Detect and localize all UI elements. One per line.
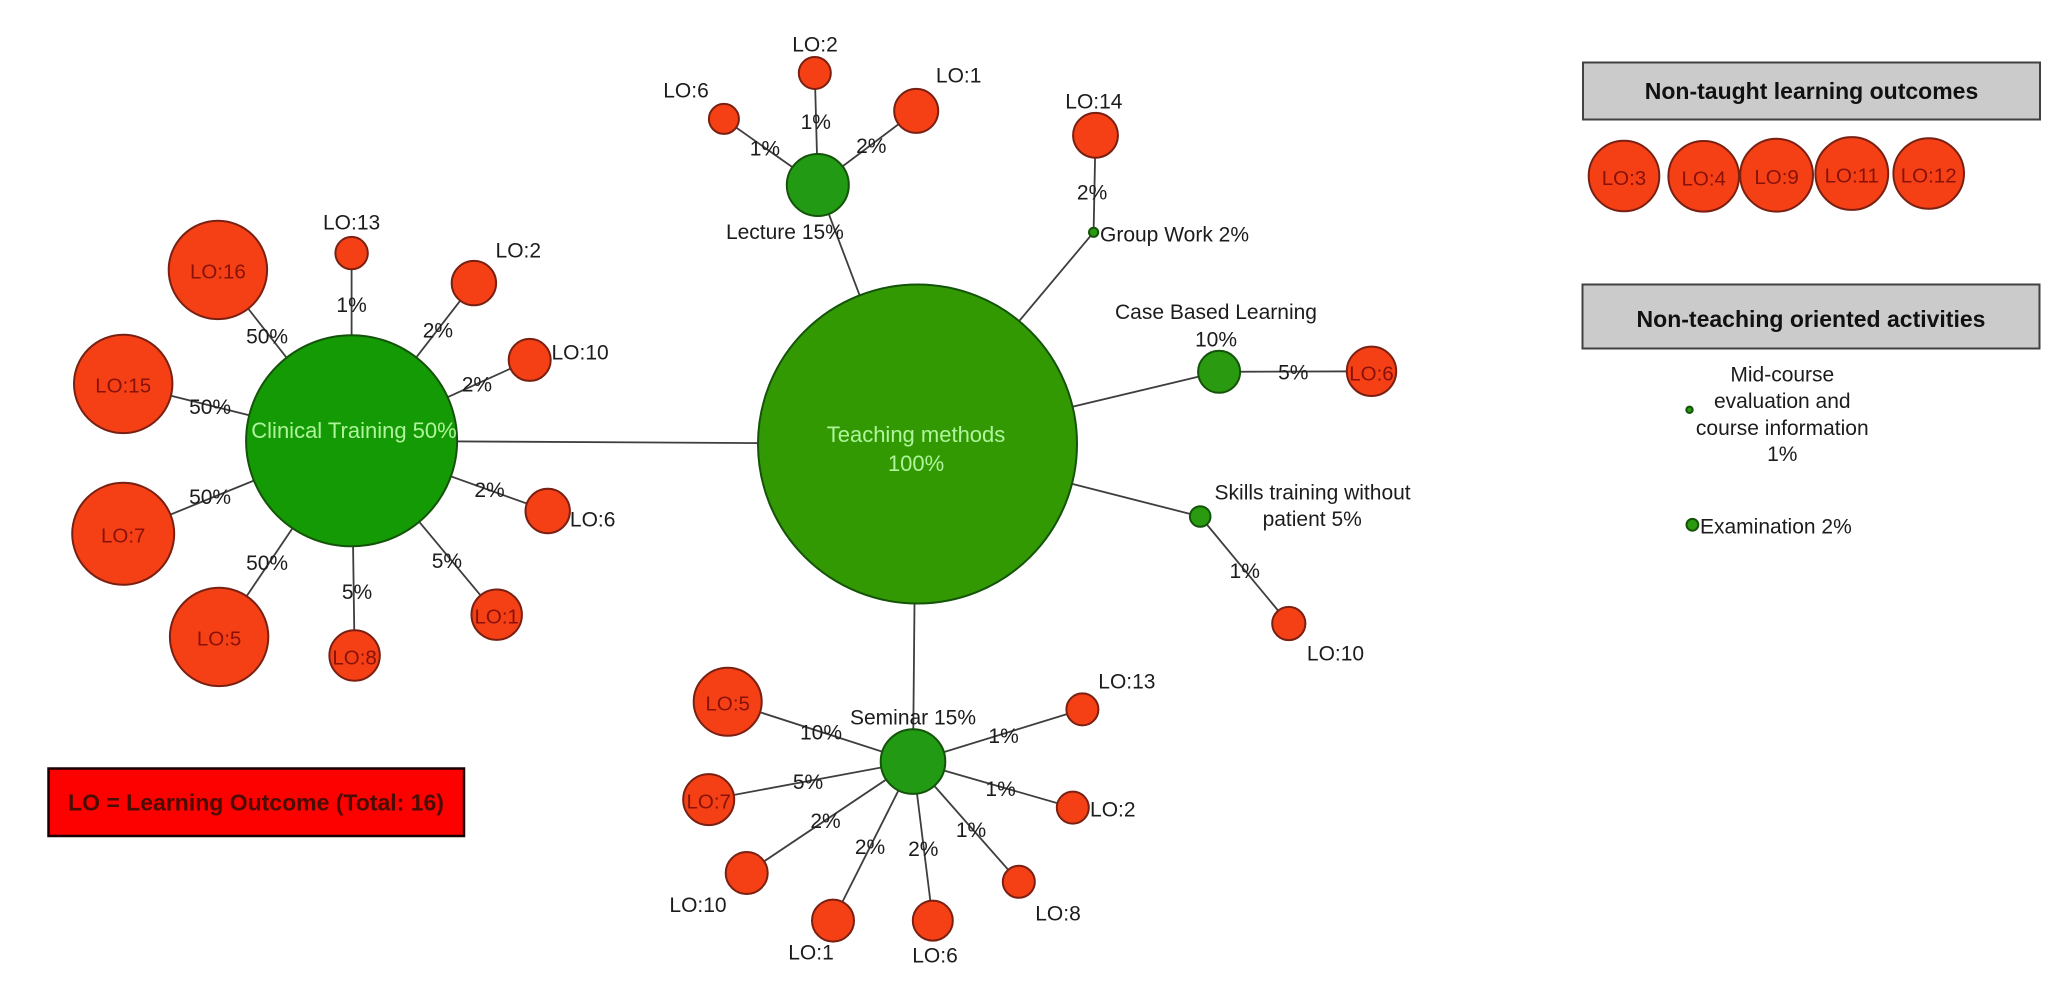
svg-text:2%: 2%: [908, 838, 938, 861]
svg-text:LO:6: LO:6: [570, 508, 616, 531]
svg-text:1%: 1%: [956, 819, 986, 842]
svg-text:LO:3: LO:3: [1602, 167, 1646, 190]
svg-text:LO:7: LO:7: [686, 791, 730, 814]
svg-text:evaluation and: evaluation and: [1714, 390, 1851, 413]
svg-text:Lecture 15%: Lecture 15%: [726, 221, 844, 244]
svg-text:LO:5: LO:5: [197, 628, 241, 651]
svg-text:1%: 1%: [988, 725, 1018, 748]
svg-text:LO:10: LO:10: [1307, 643, 1364, 666]
svg-text:LO:8: LO:8: [1035, 903, 1081, 926]
svg-text:5%: 5%: [432, 550, 462, 573]
svg-text:Non-teaching oriented activiti: Non-teaching oriented activities: [1637, 306, 1986, 332]
svg-text:LO:4: LO:4: [1681, 167, 1725, 190]
svg-text:LO:11: LO:11: [1825, 165, 1879, 188]
svg-text:50%: 50%: [189, 486, 231, 509]
svg-text:LO:6: LO:6: [1349, 363, 1393, 386]
svg-text:5%: 5%: [1278, 362, 1308, 385]
svg-text:LO:13: LO:13: [323, 211, 380, 234]
svg-text:LO:10: LO:10: [669, 894, 726, 917]
svg-text:5%: 5%: [342, 581, 372, 604]
svg-text:LO:6: LO:6: [663, 80, 709, 103]
svg-text:2%: 2%: [423, 319, 453, 342]
svg-text:patient 5%: patient 5%: [1263, 508, 1362, 531]
svg-text:10%: 10%: [800, 722, 842, 745]
svg-text:Case Based Learning: Case Based Learning: [1115, 301, 1317, 324]
svg-text:LO = Learning Outcome (Total:: LO = Learning Outcome (Total: 16): [68, 790, 444, 816]
svg-text:1%: 1%: [985, 778, 1015, 801]
svg-text:LO:16: LO:16: [190, 261, 246, 284]
svg-text:LO:9: LO:9: [1754, 166, 1798, 189]
svg-text:2%: 2%: [1077, 181, 1107, 204]
svg-text:100%: 100%: [888, 451, 944, 476]
svg-text:Mid-course: Mid-course: [1730, 364, 1834, 387]
svg-text:LO:10: LO:10: [551, 342, 608, 365]
svg-text:50%: 50%: [189, 396, 231, 419]
svg-text:LO:8: LO:8: [332, 647, 376, 670]
svg-text:Group Work 2%: Group Work 2%: [1100, 224, 1249, 247]
svg-text:1%: 1%: [1767, 443, 1797, 466]
svg-text:2%: 2%: [855, 836, 885, 859]
svg-text:LO:1: LO:1: [936, 65, 982, 88]
svg-text:LO:1: LO:1: [474, 606, 518, 629]
svg-text:1%: 1%: [1230, 560, 1260, 583]
svg-text:1%: 1%: [750, 137, 780, 160]
svg-text:Teaching methods: Teaching methods: [827, 422, 1006, 447]
svg-text:LO:2: LO:2: [496, 240, 542, 263]
svg-text:Non-taught learning outcomes: Non-taught learning outcomes: [1645, 78, 1979, 104]
svg-text:2%: 2%: [810, 810, 840, 833]
svg-text:50%: 50%: [246, 552, 288, 575]
svg-text:2%: 2%: [856, 135, 886, 158]
svg-text:Seminar 15%: Seminar 15%: [850, 707, 976, 730]
svg-text:LO:1: LO:1: [788, 941, 834, 964]
svg-text:5%: 5%: [793, 771, 823, 794]
svg-text:course information: course information: [1696, 417, 1869, 440]
svg-text:1%: 1%: [801, 111, 831, 134]
svg-text:LO:15: LO:15: [95, 375, 151, 398]
svg-text:LO:5: LO:5: [705, 693, 749, 716]
svg-text:Clinical Training 50%: Clinical Training 50%: [251, 418, 456, 443]
svg-text:50%: 50%: [246, 325, 288, 348]
svg-text:LO:14: LO:14: [1065, 91, 1123, 114]
svg-text:10%: 10%: [1195, 329, 1237, 352]
svg-text:1%: 1%: [336, 294, 366, 317]
svg-text:2%: 2%: [474, 479, 504, 502]
svg-text:2%: 2%: [462, 373, 492, 396]
svg-text:Examination 2%: Examination 2%: [1700, 516, 1852, 539]
svg-text:LO:13: LO:13: [1098, 670, 1155, 693]
svg-text:LO:2: LO:2: [792, 34, 838, 57]
svg-text:Skills training without: Skills training without: [1215, 482, 1411, 505]
svg-text:LO:12: LO:12: [1901, 165, 1957, 188]
svg-text:LO:2: LO:2: [1090, 799, 1136, 822]
svg-text:LO:6: LO:6: [912, 944, 958, 967]
svg-text:LO:7: LO:7: [101, 525, 145, 548]
